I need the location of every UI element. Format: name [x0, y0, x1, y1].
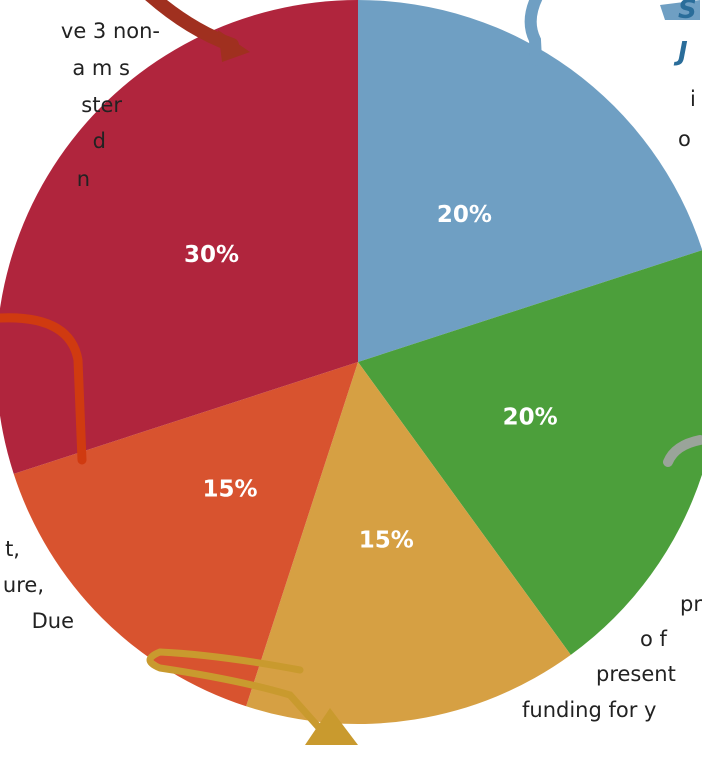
- data-label: 15%: [202, 476, 257, 502]
- text-fragment: J: [673, 37, 688, 67]
- text-fragment: t,: [5, 537, 20, 561]
- arrow: [663, 435, 702, 467]
- arrow: [0, 313, 87, 465]
- text-fragment: i n: [690, 87, 702, 111]
- arrow: [524, 0, 543, 66]
- text-fragment: S: [678, 0, 697, 25]
- text-fragment: ure,: [3, 573, 44, 597]
- text-fragment: o f: [640, 627, 668, 651]
- arrowhead: [305, 708, 358, 745]
- text-fragment: funding for y: [522, 698, 656, 722]
- data-label: 15%: [359, 527, 414, 553]
- arrow: [146, 648, 334, 744]
- data-label: 20%: [437, 202, 492, 228]
- pie-slice: [358, 250, 702, 655]
- arrowhead: [218, 30, 250, 62]
- data-label: 30%: [184, 242, 239, 268]
- text-fragment: pr: [680, 592, 702, 616]
- shape: [660, 0, 700, 20]
- text-fragment: Due: [32, 609, 74, 633]
- pie: [0, 0, 702, 724]
- data-label: 20%: [503, 404, 558, 430]
- text-fragment: a m s: [72, 56, 130, 80]
- text-fragment: ster: [81, 93, 122, 117]
- text-fragment: d: [93, 129, 106, 153]
- pie-slice: [246, 362, 571, 724]
- text-fragment: ve 3 non-: [61, 19, 160, 43]
- pie-slice: [358, 0, 702, 362]
- pie-slice: [13, 362, 359, 707]
- text-fragment: present: [596, 662, 676, 686]
- text-fragment: o: [678, 127, 691, 151]
- pie-slice: [0, 0, 358, 474]
- text-fragment: n: [77, 167, 90, 191]
